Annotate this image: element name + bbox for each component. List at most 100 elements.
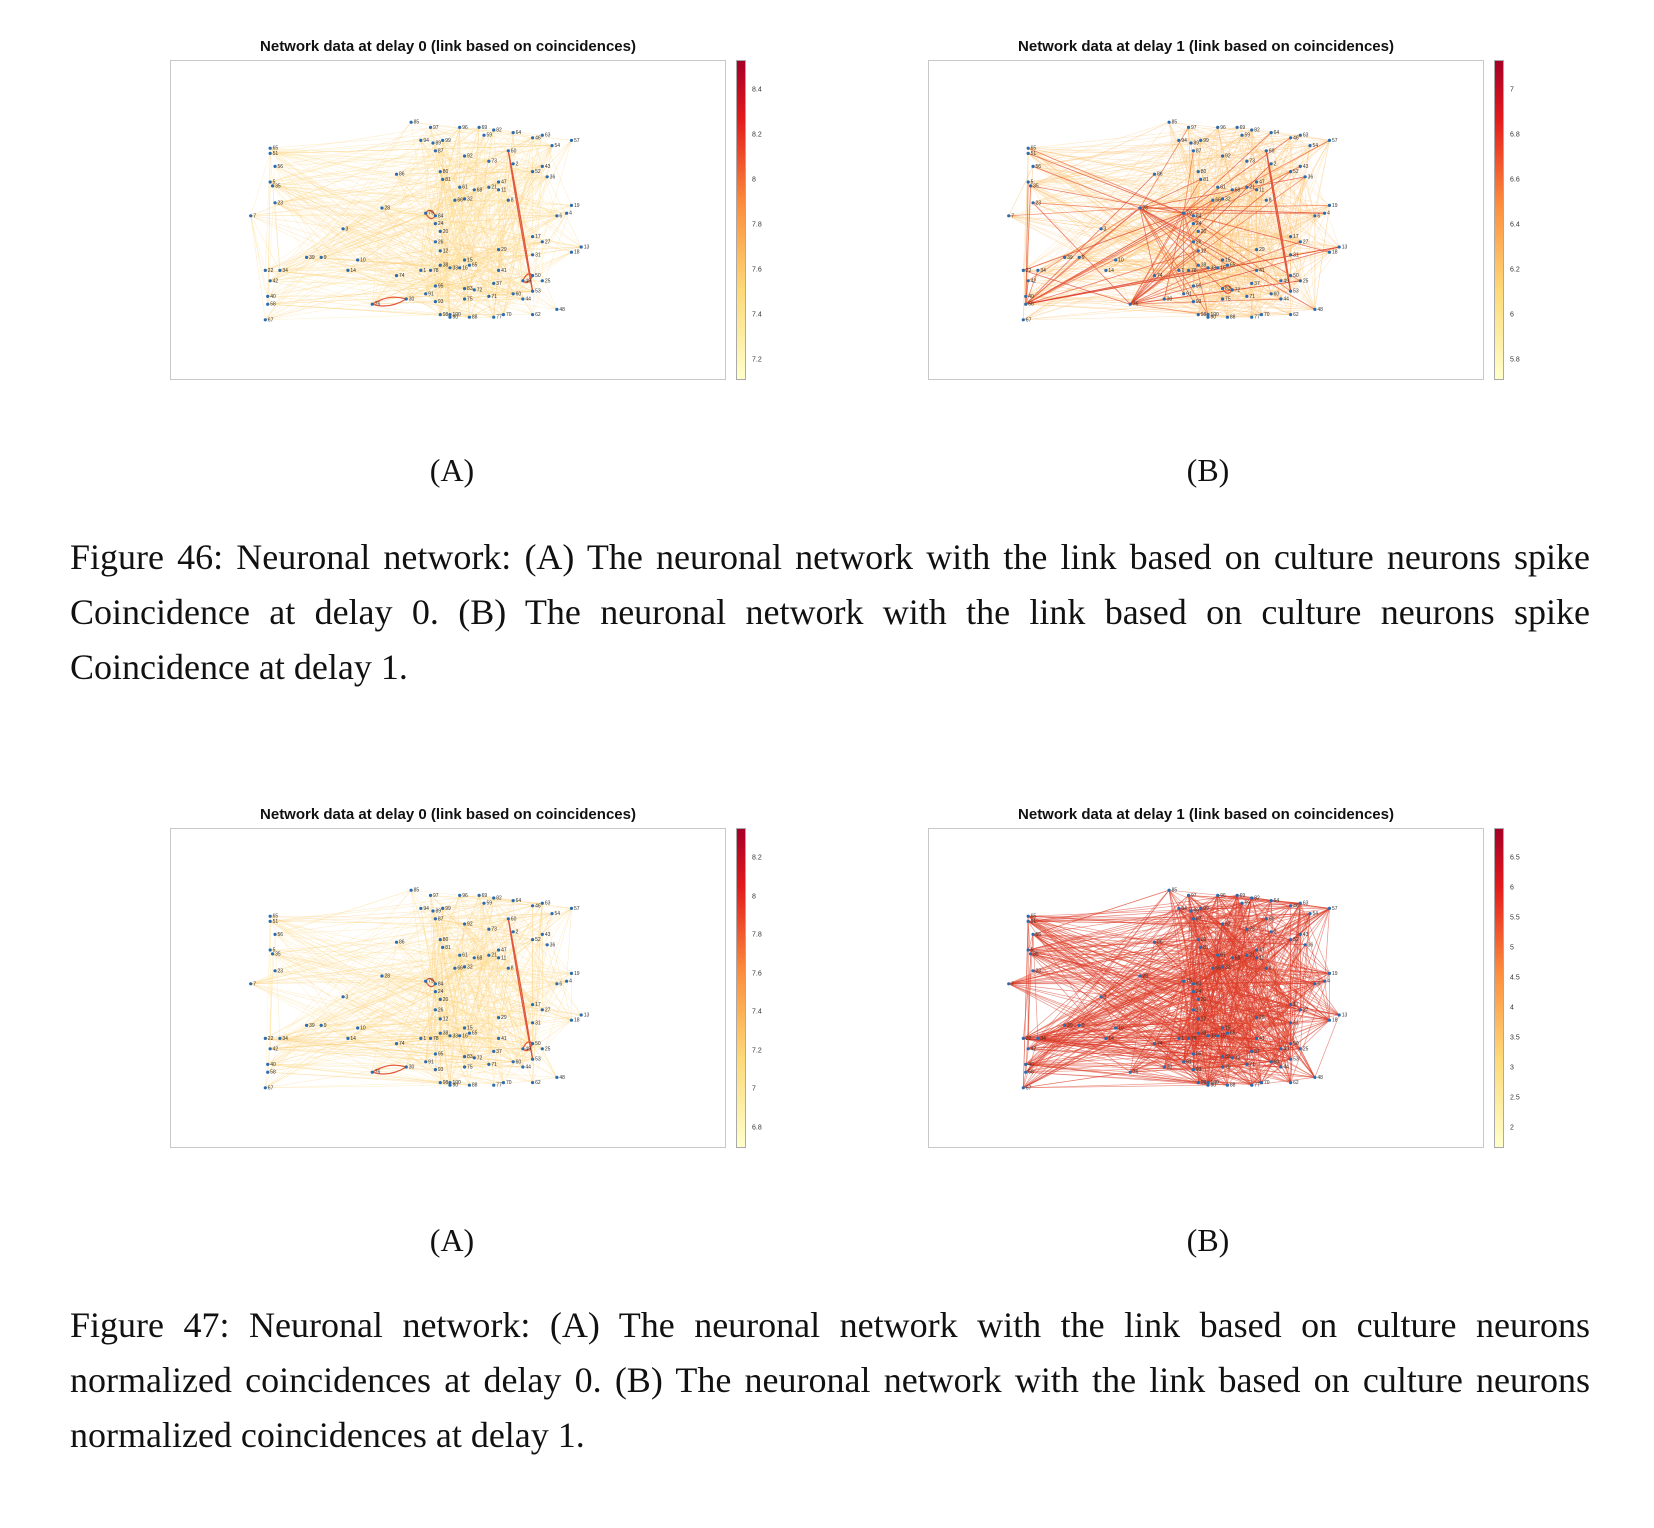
network-edge (432, 910, 465, 1029)
node-label: 76 (375, 1070, 381, 1076)
network-edge (435, 1069, 451, 1086)
network-edge (1008, 215, 1301, 243)
network-edge (425, 957, 499, 982)
network-node (462, 965, 467, 969)
network-node (404, 297, 408, 301)
node-label: 76 (1133, 1070, 1139, 1076)
network-edge (270, 915, 572, 1021)
network-edge (321, 150, 436, 258)
network-edge (1027, 181, 1116, 261)
network-edge (274, 166, 344, 229)
network-edge (372, 1004, 533, 1073)
node-label: 4 (569, 211, 572, 217)
network-node (1220, 154, 1225, 158)
node-label: 76 (1133, 302, 1139, 308)
node-label: 68 (1235, 955, 1241, 961)
network-edge (1198, 983, 1316, 1083)
network-edge (1028, 147, 1233, 191)
network-node (1220, 297, 1225, 301)
network-edge (396, 174, 451, 315)
node-label: 56 (278, 164, 284, 170)
colorbar-tick-label: 8.4 (752, 86, 762, 94)
network-edge (435, 918, 533, 940)
network-node (448, 1034, 452, 1038)
network-edge (459, 186, 572, 253)
network-edge (1251, 275, 1291, 318)
colorbar-tick-label: 5.8 (1510, 356, 1520, 364)
network-edge (532, 1004, 572, 1021)
network-edge (270, 147, 436, 243)
network-edge (275, 923, 465, 935)
hub-edge (1025, 166, 1301, 305)
network-edge (1198, 264, 1315, 310)
hub-edge (1025, 280, 1029, 305)
network-edge (440, 908, 443, 1034)
network-edge (1198, 231, 1330, 253)
network-edge (1030, 132, 1272, 187)
network-edge (440, 1018, 460, 1036)
network-edge (435, 918, 489, 930)
node-label: 60 (516, 1059, 522, 1065)
network-edge (396, 941, 543, 1050)
node-label: 4 (569, 979, 572, 985)
network-edge (306, 189, 499, 258)
network-edge (440, 949, 499, 1034)
network-node (545, 175, 549, 179)
network-edge (1028, 137, 1291, 154)
network-edge (1100, 127, 1189, 229)
network-edge (342, 228, 523, 300)
network-edge (435, 187, 490, 242)
node-label: 90 (1210, 315, 1216, 321)
network-edge (432, 910, 499, 1039)
network-edge (1222, 259, 1291, 315)
network-edge (440, 145, 553, 252)
network-edge (435, 215, 557, 224)
network-edge (1270, 132, 1291, 255)
network-edge (1008, 215, 1165, 300)
network-node (394, 172, 399, 176)
network-edge (306, 257, 470, 318)
network-edge (440, 171, 451, 315)
network-edge (498, 949, 572, 974)
network-edge (274, 202, 307, 258)
network-edge (372, 1009, 543, 1073)
network-edge (435, 1009, 465, 1029)
network-edge (250, 900, 514, 985)
network-edge (435, 983, 494, 1052)
network-edge (1025, 908, 1180, 1073)
network-edge (1246, 160, 1272, 165)
network-edge (396, 941, 443, 948)
network-node (341, 995, 345, 999)
network-node (433, 917, 437, 921)
network-edge (425, 200, 509, 294)
network-node (477, 125, 481, 129)
network-edge (464, 897, 494, 1068)
network-edge (464, 176, 548, 289)
network-node (1186, 125, 1191, 129)
network-edge (1028, 181, 1291, 315)
network-edge (449, 213, 567, 318)
network-node (472, 288, 476, 292)
network-edge (1304, 176, 1316, 216)
network-edge (440, 939, 548, 946)
network-node (1026, 919, 1030, 923)
network-edge (454, 200, 514, 294)
network-node (1191, 149, 1195, 153)
network-edge (532, 137, 558, 216)
network-node (1216, 125, 1220, 129)
hub-edge (1139, 207, 1155, 276)
network-node (462, 922, 467, 926)
node-label: 60 (1274, 291, 1280, 297)
colorbar-tick-label: 6.5 (1510, 854, 1520, 862)
network-edge (425, 293, 451, 318)
network-edge (1154, 1043, 1223, 1068)
network-edge (464, 908, 572, 925)
hub-edge (1139, 207, 1185, 294)
network-edge (1290, 973, 1330, 1083)
network-edge (1241, 135, 1301, 242)
colorbar-tick-label: 7 (752, 1085, 756, 1093)
network-edge (1028, 181, 1291, 237)
network-edge (430, 127, 543, 167)
network-edge (1139, 127, 1218, 209)
network-edge (1164, 176, 1306, 300)
